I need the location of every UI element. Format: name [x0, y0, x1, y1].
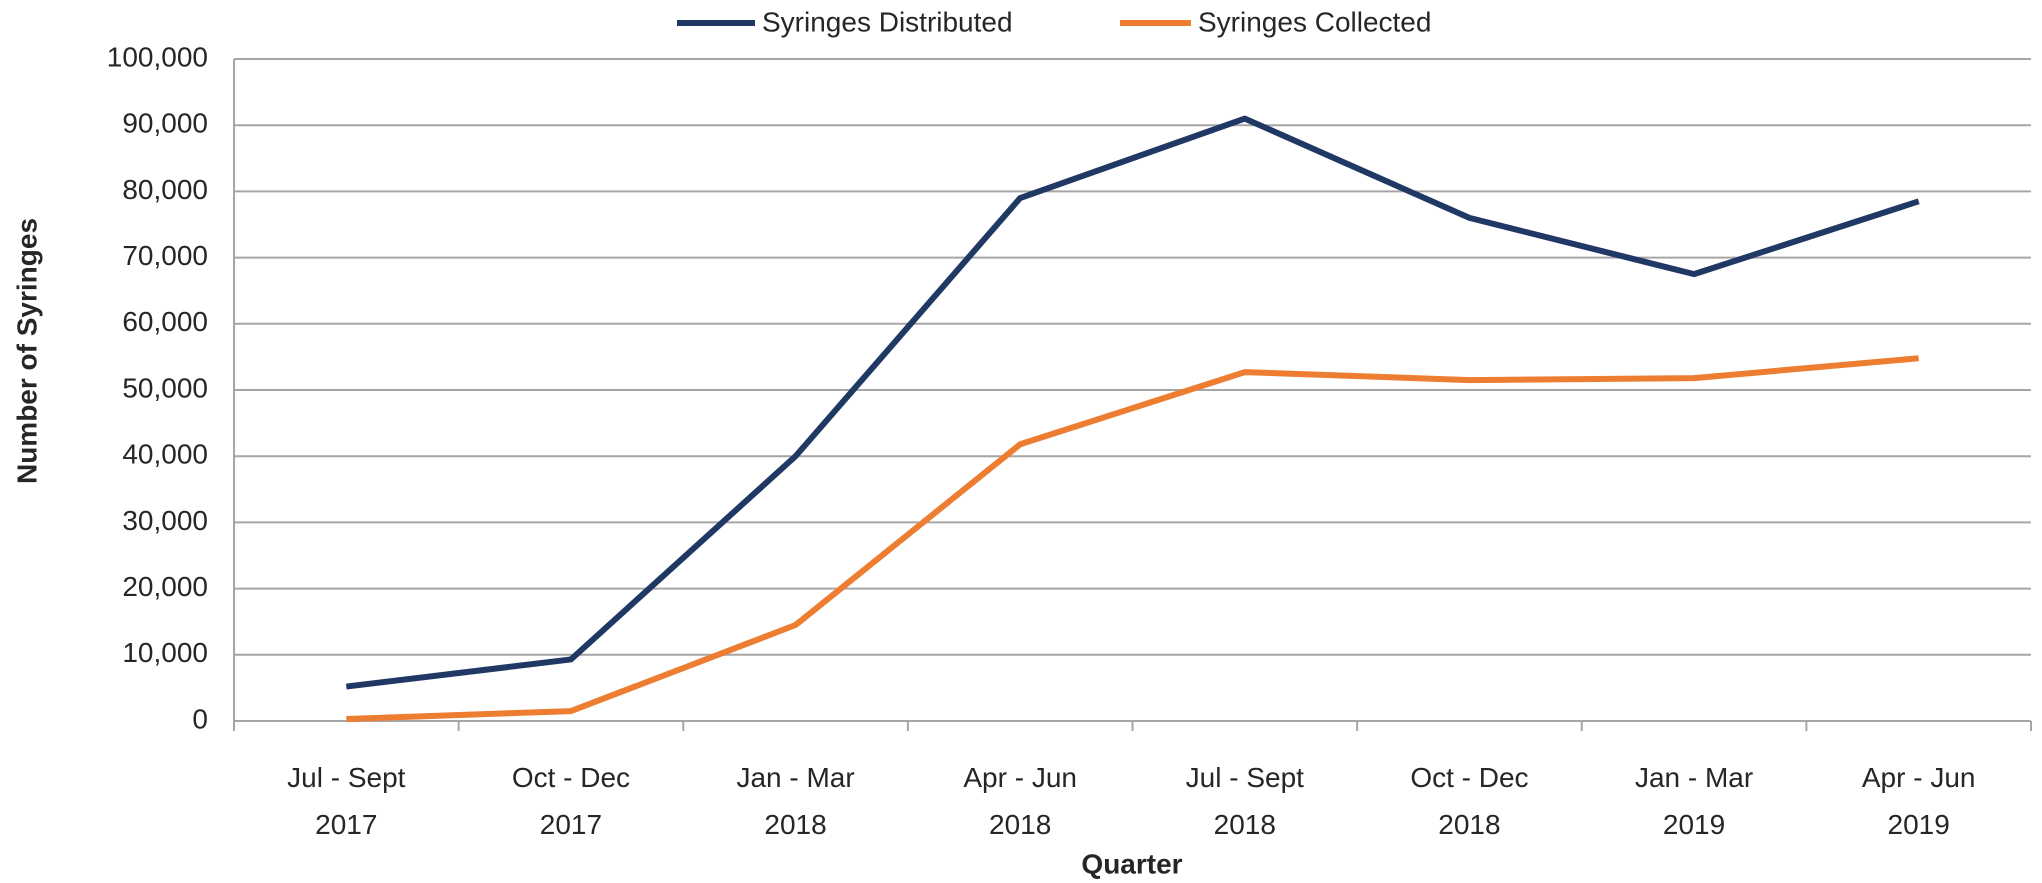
series-line: [346, 355, 1919, 723]
y-tick-label: 80,000: [122, 174, 208, 205]
y-tick-label: 70,000: [122, 240, 208, 271]
y-axis-title: Number of Syringes: [11, 218, 42, 484]
x-tick-label: Jul - Sept 2017: [287, 762, 406, 840]
series-line: [345, 115, 1920, 690]
legend-label: Syringes Collected: [1198, 6, 1431, 37]
x-tick-label: Apr - Jun 2018: [963, 762, 1077, 840]
y-tick-label: 90,000: [122, 108, 208, 139]
x-tick-label: Jan - Mar 2019: [1634, 762, 1754, 840]
y-tick-label: 50,000: [122, 372, 208, 403]
y-tick-label: 60,000: [122, 306, 208, 337]
x-tick-label: Jul - Sept 2018: [1185, 762, 1304, 840]
x-tick-label: Oct - Dec 2018: [1410, 762, 1529, 840]
x-axis-title: Quarter: [1081, 848, 1182, 879]
x-tick-label: Oct - Dec 2017: [511, 762, 631, 840]
y-tick-label: 30,000: [122, 505, 208, 536]
y-tick-label: 20,000: [122, 571, 208, 602]
y-tick-label: 10,000: [122, 637, 208, 668]
legend-label: Syringes Distributed: [762, 6, 1013, 37]
y-tick-label: 0: [192, 703, 208, 734]
y-tick-label: 40,000: [122, 439, 208, 470]
x-tick-label: Jan - Mar 2018: [736, 762, 855, 840]
x-tick-label: Apr - Jun 2019: [1861, 762, 1976, 840]
y-tick-label: 100,000: [107, 41, 208, 72]
